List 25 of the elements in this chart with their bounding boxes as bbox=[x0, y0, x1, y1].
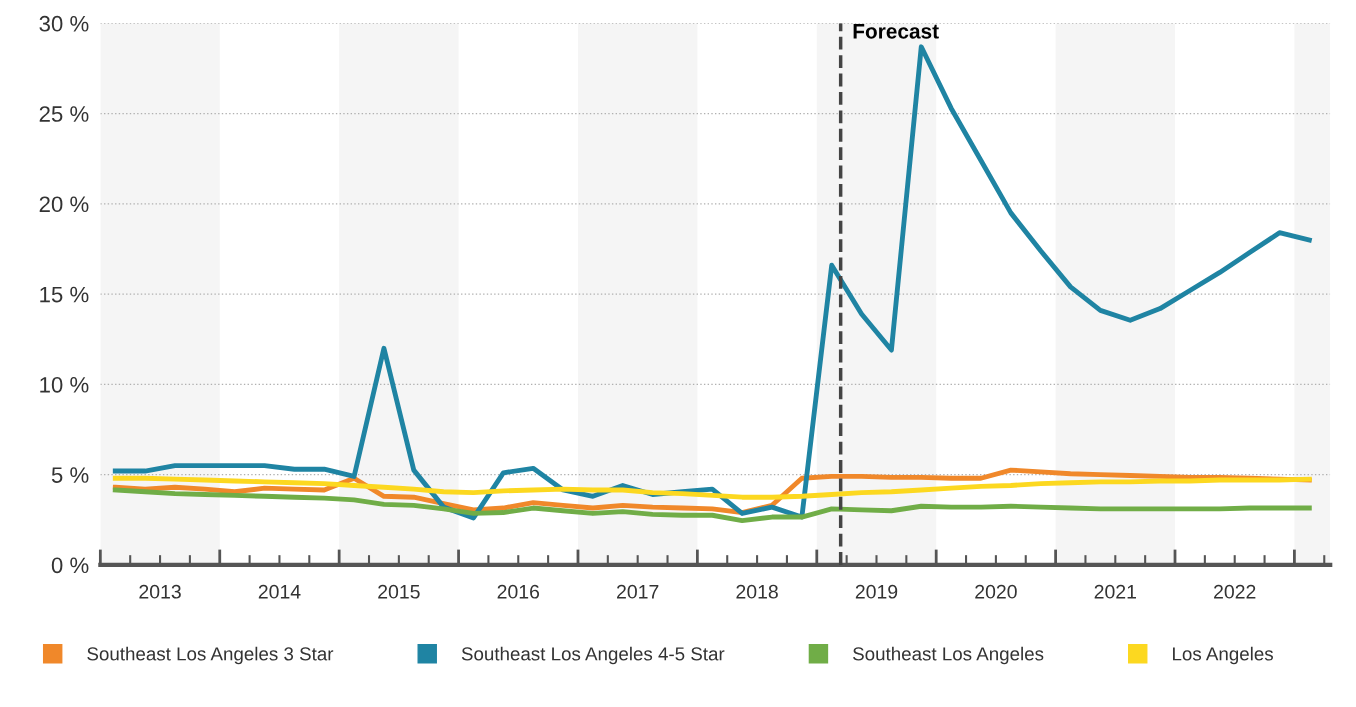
y-tick-label: 15 % bbox=[40, 286, 89, 303]
y-tick-label: 5 % bbox=[51, 467, 89, 483]
y-tick-label: 20 % bbox=[39, 196, 89, 213]
ref-line-label: Forecast bbox=[853, 24, 939, 39]
x-tick-label: 2016 bbox=[497, 584, 540, 599]
legend-label: Southeast Los Angeles bbox=[853, 646, 1044, 665]
x-tick-label: 2013 bbox=[139, 584, 181, 599]
legend-label: Southeast Los Angeles 4-5 Star bbox=[461, 646, 725, 665]
x-tick-label: 2022 bbox=[1214, 584, 1256, 599]
y-tick-label: 10 % bbox=[40, 376, 89, 393]
line-series bbox=[112, 475, 1312, 500]
x-tick-label: 2017 bbox=[617, 584, 659, 599]
y-tick-label: 0 % bbox=[51, 557, 89, 574]
x-tick-label: 2014 bbox=[258, 584, 301, 599]
y-tick-label: 25 % bbox=[39, 106, 89, 122]
x-tick-label: 2020 bbox=[975, 584, 1017, 599]
line-series bbox=[112, 487, 1312, 524]
x-tick-label: 2019 bbox=[855, 584, 898, 599]
legend-label: Los Angeles bbox=[1173, 646, 1273, 665]
x-tick-label: 2018 bbox=[736, 584, 778, 599]
y-tick-label: 30 % bbox=[39, 15, 89, 32]
legend-label: Southeast Los Angeles 3 Star bbox=[87, 646, 334, 665]
x-tick-label: 2021 bbox=[1094, 584, 1136, 599]
line-series bbox=[112, 44, 1312, 521]
x-tick-label: 2015 bbox=[378, 584, 420, 599]
